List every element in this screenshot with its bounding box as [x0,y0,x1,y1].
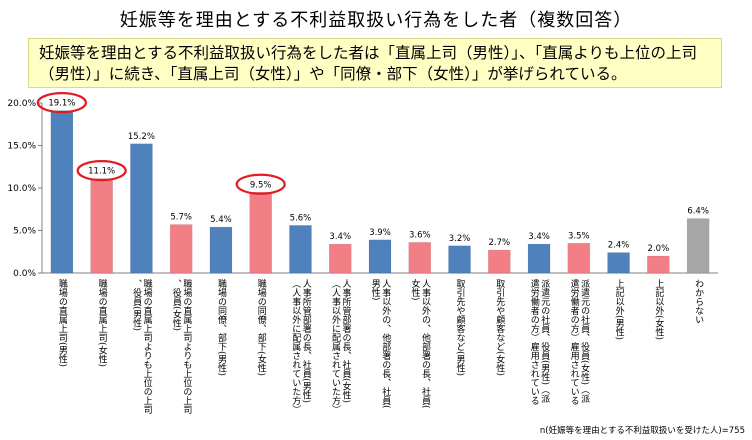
y-tick-label: 10.0% [7,184,36,194]
bar-6 [249,192,272,274]
data-label: 3.6% [409,230,431,240]
highlight-circle [36,92,87,114]
data-label: 19.1% [48,99,75,109]
category-label: 人事所管部署の長、社員(女性) [340,279,351,403]
category-label: 人事以外の、他部署の長、社員( [380,279,391,409]
bar-16 [647,255,670,274]
data-label: 6.4% [687,207,709,217]
category-label: 派遣元の社員、役員(女性)（派 [579,279,590,403]
data-label: 3.4% [528,232,550,242]
category-label: 女性) [410,278,421,301]
data-label: 9.5% [250,180,272,190]
y-tick-label: 0.0% [13,269,36,279]
category-label: 遣労働者の方）雇用されている [569,278,580,405]
category-label: わからない [693,279,704,324]
category-label: 職場の直属上司よりも上位の上司 [181,279,192,414]
category-label: （人事以外に配属されていた方） [290,279,301,414]
bar-15 [607,252,630,274]
category-label: 人事所管部署の長、社員(男性) [301,279,312,403]
sample-size-note: n(妊娠等を理由とする不利益取扱いを受けた人)=755 [540,425,745,436]
bar-10 [408,242,432,274]
data-label: 3.9% [369,228,391,238]
category-label: 、役員(男性) [131,279,142,331]
category-label: 、役員(女性) [171,279,182,331]
data-label: 11.1% [88,167,115,177]
bar-3 [130,143,153,274]
highlight-circle [76,160,127,182]
data-label: 3.4% [329,232,351,242]
bar-13 [527,243,551,274]
data-label: 5.4% [210,215,232,225]
category-label: 派遣元の社員、役員(男性)（派 [539,279,550,403]
category-label: 遣労働者の方）雇用されている [529,278,540,405]
bar-12 [488,249,511,274]
bar-8 [328,243,352,274]
data-label: 2.7% [488,238,510,248]
bar-11 [448,245,471,274]
category-label: 職場の同僚、部下(男性) [216,279,227,376]
data-label: 3.2% [449,234,471,244]
category-label: 上記以外(女性) [653,279,664,340]
bar-14 [567,243,591,274]
category-label: 取引先や顧客など(男性) [455,279,466,376]
highlight-circle [235,173,286,195]
bar-2 [90,178,113,274]
data-label: 3.5% [568,231,590,241]
data-label: 15.2% [128,132,155,142]
bar-4 [169,224,193,274]
category-label: 男性) [370,279,381,301]
category-label: 上記以外(男性) [614,279,625,340]
data-label: 2.0% [648,244,670,254]
bar-1 [50,110,74,274]
category-label: 人事以外の、他部署の長、社員( [420,279,431,409]
bar-17 [686,218,710,274]
bar-5 [209,226,233,274]
y-tick-label: 5.0% [13,227,36,237]
category-label: 職場の同僚、部下(女性) [256,279,267,376]
data-label: 5.7% [170,213,192,223]
bar-9 [368,239,392,274]
y-tick-label: 15.0% [7,142,36,152]
summary-callout: 妊娠等を理由とする不利益取扱い行為をした者は「直属上司（男性）」、「直属よりも上… [28,38,722,88]
category-label: 職場の直属上司(女性) [97,279,108,367]
category-label: （人事以外に配属されていた方） [330,279,341,414]
data-label: 5.6% [290,213,312,223]
bar-7 [289,225,312,274]
category-label: 職場の直属上司よりも上位の上司 [142,279,153,414]
category-label: 職場の直属上司(男性) [57,279,68,367]
y-tick-label: 20.0% [7,99,36,109]
category-label: 取引先や顧客など(女性) [494,279,505,376]
data-label: 2.4% [608,241,630,251]
chart-title: 妊娠等を理由とする不利益取扱い行為をした者（複数回答） [119,10,633,31]
